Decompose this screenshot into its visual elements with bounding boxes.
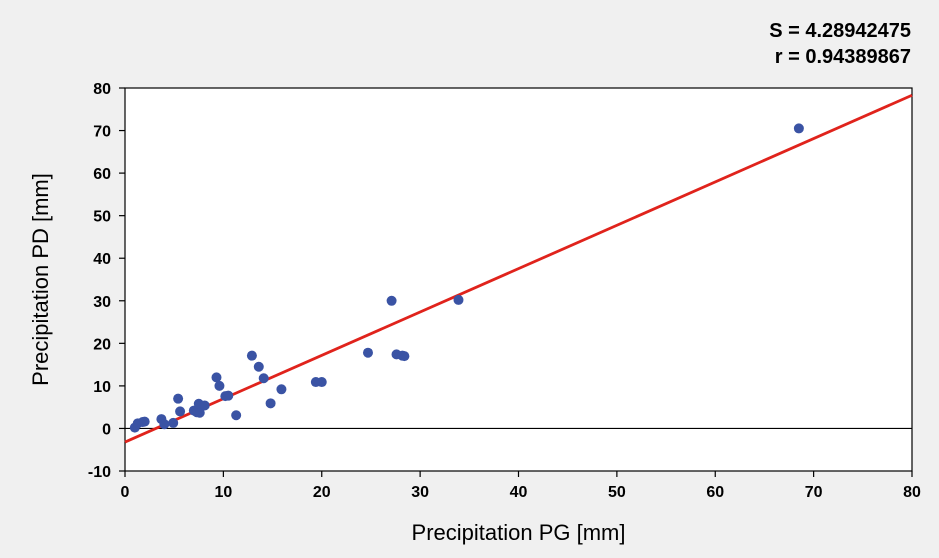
data-point <box>793 123 804 134</box>
data-point <box>453 294 464 305</box>
y-tick-label: 30 <box>93 294 111 311</box>
x-axis: 0 10 20 30 40 50 60 70 80 <box>121 471 921 501</box>
x-tick-label: 60 <box>706 484 724 501</box>
data-point <box>265 398 276 409</box>
data-point <box>253 361 264 372</box>
y-tick-label: 10 <box>93 379 111 396</box>
data-point <box>223 390 234 401</box>
data-point <box>199 400 210 411</box>
y-axis-title: Precipitation PD [mm] <box>28 173 53 386</box>
y-tick-label: -10 <box>88 464 111 481</box>
x-tick-label: 70 <box>805 484 823 501</box>
y-tick-label: 60 <box>93 166 111 183</box>
data-point <box>276 384 287 395</box>
data-point <box>246 350 257 361</box>
x-tick-label: 10 <box>214 484 232 501</box>
fit-line <box>124 93 913 444</box>
x-tick-label: 40 <box>510 484 528 501</box>
x-tick-label: 80 <box>903 484 921 501</box>
y-tick-label: 40 <box>93 251 111 268</box>
data-point <box>175 406 186 417</box>
correlation-label: r = 0.94389867 <box>774 46 911 68</box>
y-tick-label: 70 <box>93 124 111 141</box>
std-error-label: S = 4.28942475 <box>769 20 911 42</box>
y-tick-label: 50 <box>93 209 111 226</box>
plot-area <box>124 87 913 472</box>
data-points <box>129 123 804 433</box>
x-tick-label: 0 <box>121 484 130 501</box>
data-point <box>231 410 242 421</box>
y-axis: -10 0 10 20 30 40 50 60 70 80 <box>88 81 125 481</box>
y-tick-label: 80 <box>93 81 111 98</box>
data-point <box>168 417 179 428</box>
data-point <box>362 347 373 358</box>
y-tick-label: 0 <box>102 421 111 438</box>
data-point <box>214 380 225 391</box>
x-tick-label: 50 <box>608 484 626 501</box>
data-point <box>316 377 327 388</box>
data-point <box>399 351 410 362</box>
x-tick-label: 30 <box>411 484 429 501</box>
x-axis-title: Precipitation PG [mm] <box>412 520 626 545</box>
data-point <box>258 373 269 384</box>
data-point <box>211 372 222 383</box>
data-point <box>386 295 397 306</box>
data-point <box>173 393 184 404</box>
data-point <box>159 419 170 430</box>
x-tick-label: 20 <box>313 484 331 501</box>
data-point <box>139 416 150 427</box>
y-tick-label: 20 <box>93 336 111 353</box>
data-point <box>194 407 205 418</box>
